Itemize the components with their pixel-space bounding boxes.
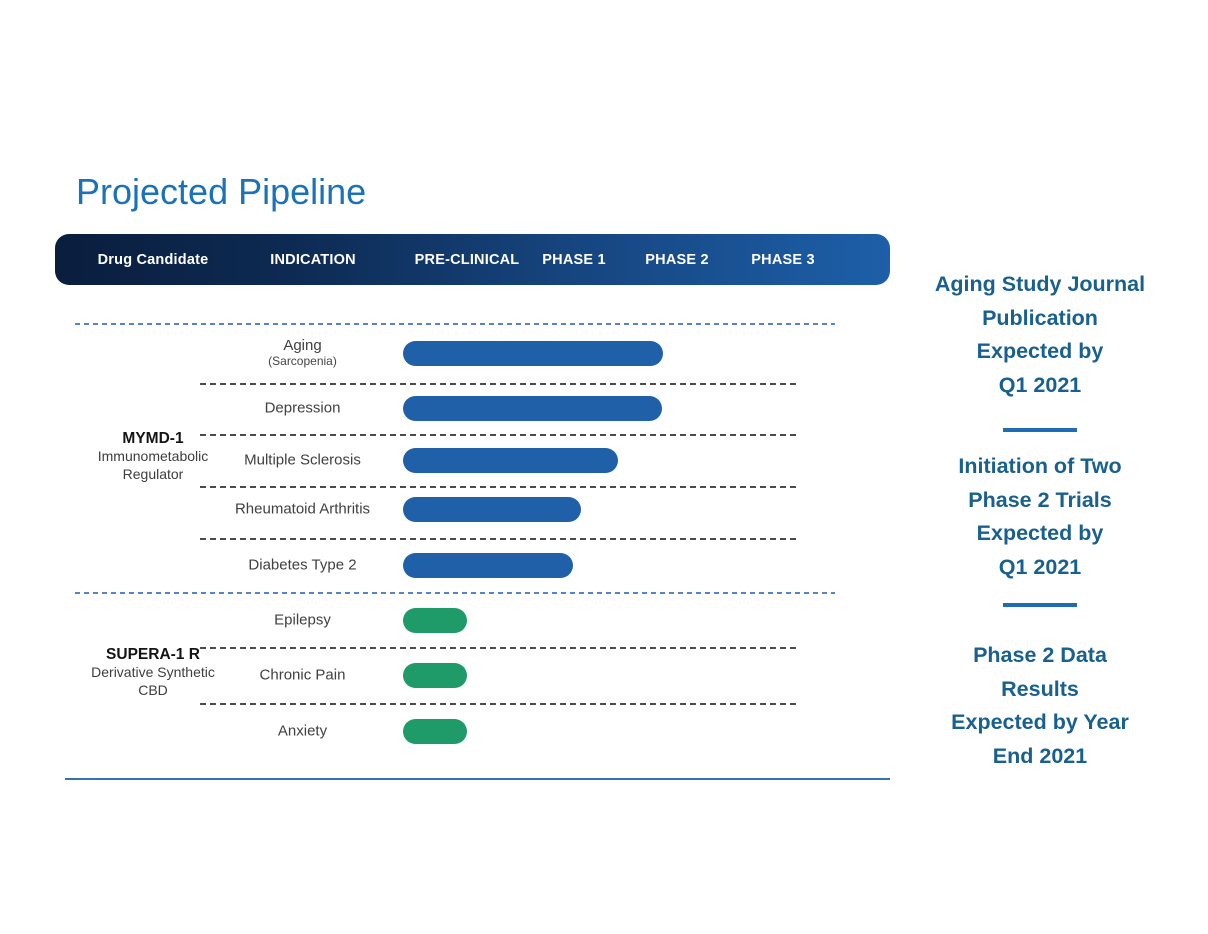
drug-candidate-name: MYMD-1 — [122, 430, 184, 447]
column-header-phase-2: PHASE 2 — [645, 251, 709, 268]
group-divider-dashed-blue — [75, 323, 835, 325]
column-header-phase-1: PHASE 1 — [542, 251, 606, 268]
drug-candidate-name: SUPERA-1 R — [106, 646, 200, 663]
drug-candidate-subtitle: Immunometabolic Regulator — [97, 448, 209, 482]
pipeline-bar — [403, 496, 581, 522]
milestone-divider — [1003, 428, 1077, 432]
indication-label: Chronic Pain — [259, 666, 346, 684]
row-divider-dashed — [200, 434, 800, 436]
chart-bottom-line — [65, 778, 890, 780]
indication-label: Multiple Sclerosis — [244, 451, 361, 469]
pipeline-bar — [403, 662, 467, 688]
indication-sublabel: (Sarcopenia) — [268, 354, 337, 368]
row-divider-dashed — [200, 486, 800, 488]
indication-label: Rheumatoid Arthritis — [234, 500, 371, 518]
column-header-phase-3: PHASE 3 — [751, 251, 815, 268]
indication-label: Aging (Sarcopenia) — [205, 337, 400, 369]
pipeline-chart: MYMD-1 Immunometabolic Regulator Aging (Sar… — [55, 285, 890, 785]
pipeline-bar — [403, 447, 618, 473]
milestone-text-phase2-results: Phase 2 Data Results Expected by Year En… — [951, 643, 1129, 768]
row-divider-dashed — [200, 703, 800, 705]
drug-candidate-label: MYMD-1 Immunometabolic Regulator — [63, 430, 243, 483]
row-divider-dashed — [200, 538, 800, 540]
indication-label: Epilepsy — [274, 611, 331, 629]
milestone-divider — [1003, 603, 1077, 607]
pipeline-bar — [403, 607, 467, 633]
group-divider-dashed-blue — [75, 592, 835, 594]
drug-candidate-label: SUPERA-1 R Derivative Synthetic CBD — [63, 646, 243, 699]
indication-label: Anxiety — [277, 722, 328, 740]
column-header-indication: INDICATION — [270, 251, 356, 268]
milestone-text-phase2-initiation: Initiation of Two Phase 2 Trials Expecte… — [958, 454, 1122, 579]
column-header-pre-clinical: PRE-CLINICAL — [414, 251, 520, 268]
pipeline-bar — [403, 395, 662, 421]
drug-candidate-subtitle: Derivative Synthetic CBD — [91, 664, 215, 698]
column-header-drug-candidate: Drug Candidate — [97, 251, 209, 268]
pipeline-bar — [403, 718, 467, 744]
row-divider-dashed — [200, 647, 800, 649]
pipeline-bar — [403, 340, 663, 366]
page-title: Projected Pipeline — [76, 171, 367, 212]
indication-label: Depression — [264, 399, 341, 417]
milestone-text-aging-publication: Aging Study Journal Publication Expected… — [934, 272, 1146, 397]
pipeline-bar — [403, 552, 573, 578]
table-header: Drug Candidate INDICATION PRE-CLINICAL P… — [55, 234, 890, 285]
indication-label: Diabetes Type 2 — [248, 556, 357, 574]
row-divider-dashed — [200, 383, 800, 385]
